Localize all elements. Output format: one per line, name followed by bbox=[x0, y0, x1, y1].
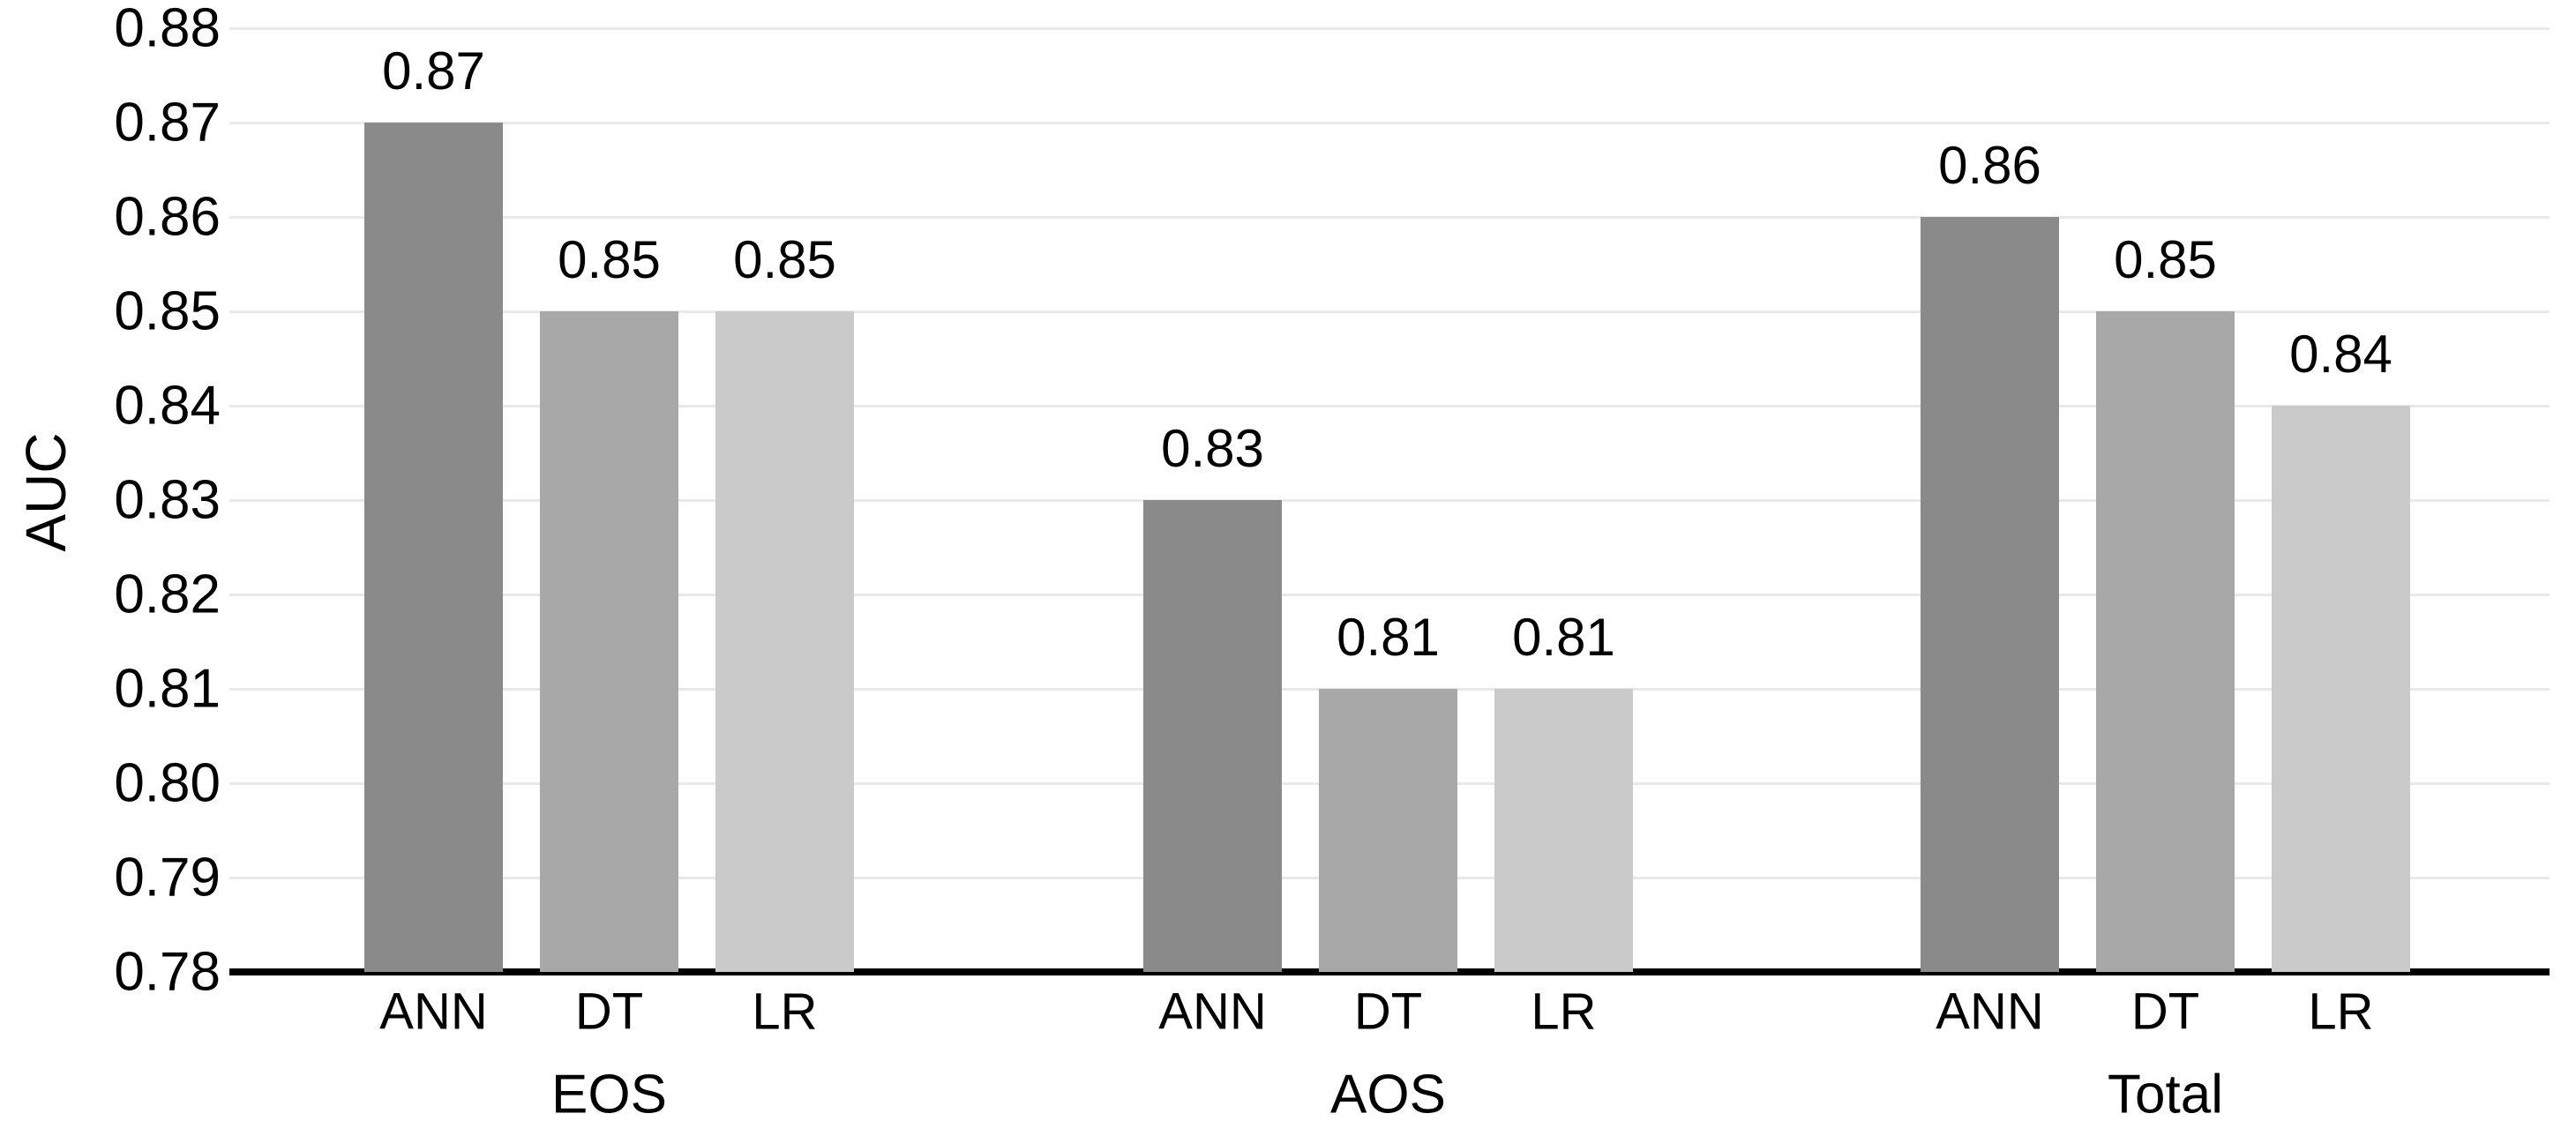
group-label-AOS: AOS bbox=[1330, 1064, 1446, 1125]
y-tick-0.87: 0.87 bbox=[114, 92, 221, 153]
gridline-0.88 bbox=[229, 26, 2550, 30]
gridline-0.82 bbox=[229, 593, 2550, 596]
y-tick-0.88: 0.88 bbox=[114, 0, 221, 59]
bar-value-EOS-ANN: 0.87 bbox=[382, 41, 485, 101]
bar-AOS-ANN bbox=[1143, 500, 1282, 972]
x-label-Total-LR: LR bbox=[2308, 983, 2374, 1041]
x-label-Total-DT: DT bbox=[2130, 983, 2200, 1041]
bar-AOS-DT bbox=[1319, 689, 1457, 972]
x-label-Total-ANN: ANN bbox=[1936, 983, 2044, 1041]
x-axis-line bbox=[229, 968, 2550, 975]
y-tick-0.81: 0.81 bbox=[114, 658, 221, 720]
group-label-EOS: EOS bbox=[551, 1064, 667, 1125]
bar-value-AOS-ANN: 0.83 bbox=[1161, 419, 1264, 478]
bar-EOS-ANN bbox=[364, 123, 503, 972]
y-tick-0.86: 0.86 bbox=[114, 186, 221, 248]
gridline-0.84 bbox=[229, 404, 2550, 407]
gridline-0.83 bbox=[229, 498, 2550, 502]
group-label-Total: Total bbox=[2108, 1064, 2223, 1125]
x-label-AOS-LR: LR bbox=[1531, 983, 1597, 1041]
bar-value-Total-ANN: 0.86 bbox=[1938, 136, 2041, 195]
y-tick-0.82: 0.82 bbox=[114, 564, 221, 625]
bar-value-AOS-LR: 0.81 bbox=[1512, 608, 1615, 667]
x-label-AOS-DT: DT bbox=[1353, 983, 1423, 1041]
x-label-EOS-LR: LR bbox=[752, 983, 818, 1041]
y-tick-0.80: 0.80 bbox=[114, 752, 221, 814]
gridline-0.87 bbox=[229, 121, 2550, 124]
y-axis-title: AUC bbox=[14, 432, 78, 552]
bar-Total-LR bbox=[2272, 406, 2410, 972]
y-tick-0.85: 0.85 bbox=[114, 280, 221, 342]
x-label-AOS-ANN: ANN bbox=[1158, 983, 1267, 1041]
bar-value-Total-DT: 0.85 bbox=[2114, 230, 2217, 289]
bar-value-EOS-LR: 0.85 bbox=[733, 230, 836, 289]
y-tick-0.83: 0.83 bbox=[114, 469, 221, 531]
x-label-EOS-ANN: ANN bbox=[379, 983, 488, 1041]
y-tick-0.79: 0.79 bbox=[114, 847, 221, 908]
bar-EOS-LR bbox=[715, 311, 854, 972]
bar-Total-ANN bbox=[1921, 217, 2059, 972]
bar-value-AOS-DT: 0.81 bbox=[1337, 608, 1440, 667]
x-label-EOS-DT: DT bbox=[574, 983, 644, 1041]
bar-value-EOS-DT: 0.85 bbox=[558, 230, 661, 289]
gridline-0.86 bbox=[229, 215, 2550, 219]
bar-AOS-LR bbox=[1494, 689, 1633, 972]
bar-EOS-DT bbox=[540, 311, 678, 972]
gridline-0.85 bbox=[229, 310, 2550, 313]
bar-value-Total-LR: 0.84 bbox=[2289, 325, 2393, 384]
y-tick-0.78: 0.78 bbox=[114, 941, 221, 1003]
bar-Total-DT bbox=[2096, 311, 2235, 972]
y-tick-0.84: 0.84 bbox=[114, 375, 221, 437]
